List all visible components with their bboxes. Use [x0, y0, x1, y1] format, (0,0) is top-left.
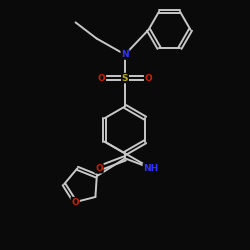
- Text: O: O: [144, 74, 152, 82]
- Text: N: N: [121, 50, 129, 59]
- Text: O: O: [95, 164, 103, 173]
- Text: S: S: [122, 74, 128, 82]
- Text: NH: NH: [143, 164, 158, 173]
- Text: O: O: [98, 74, 106, 82]
- Text: O: O: [71, 198, 79, 206]
